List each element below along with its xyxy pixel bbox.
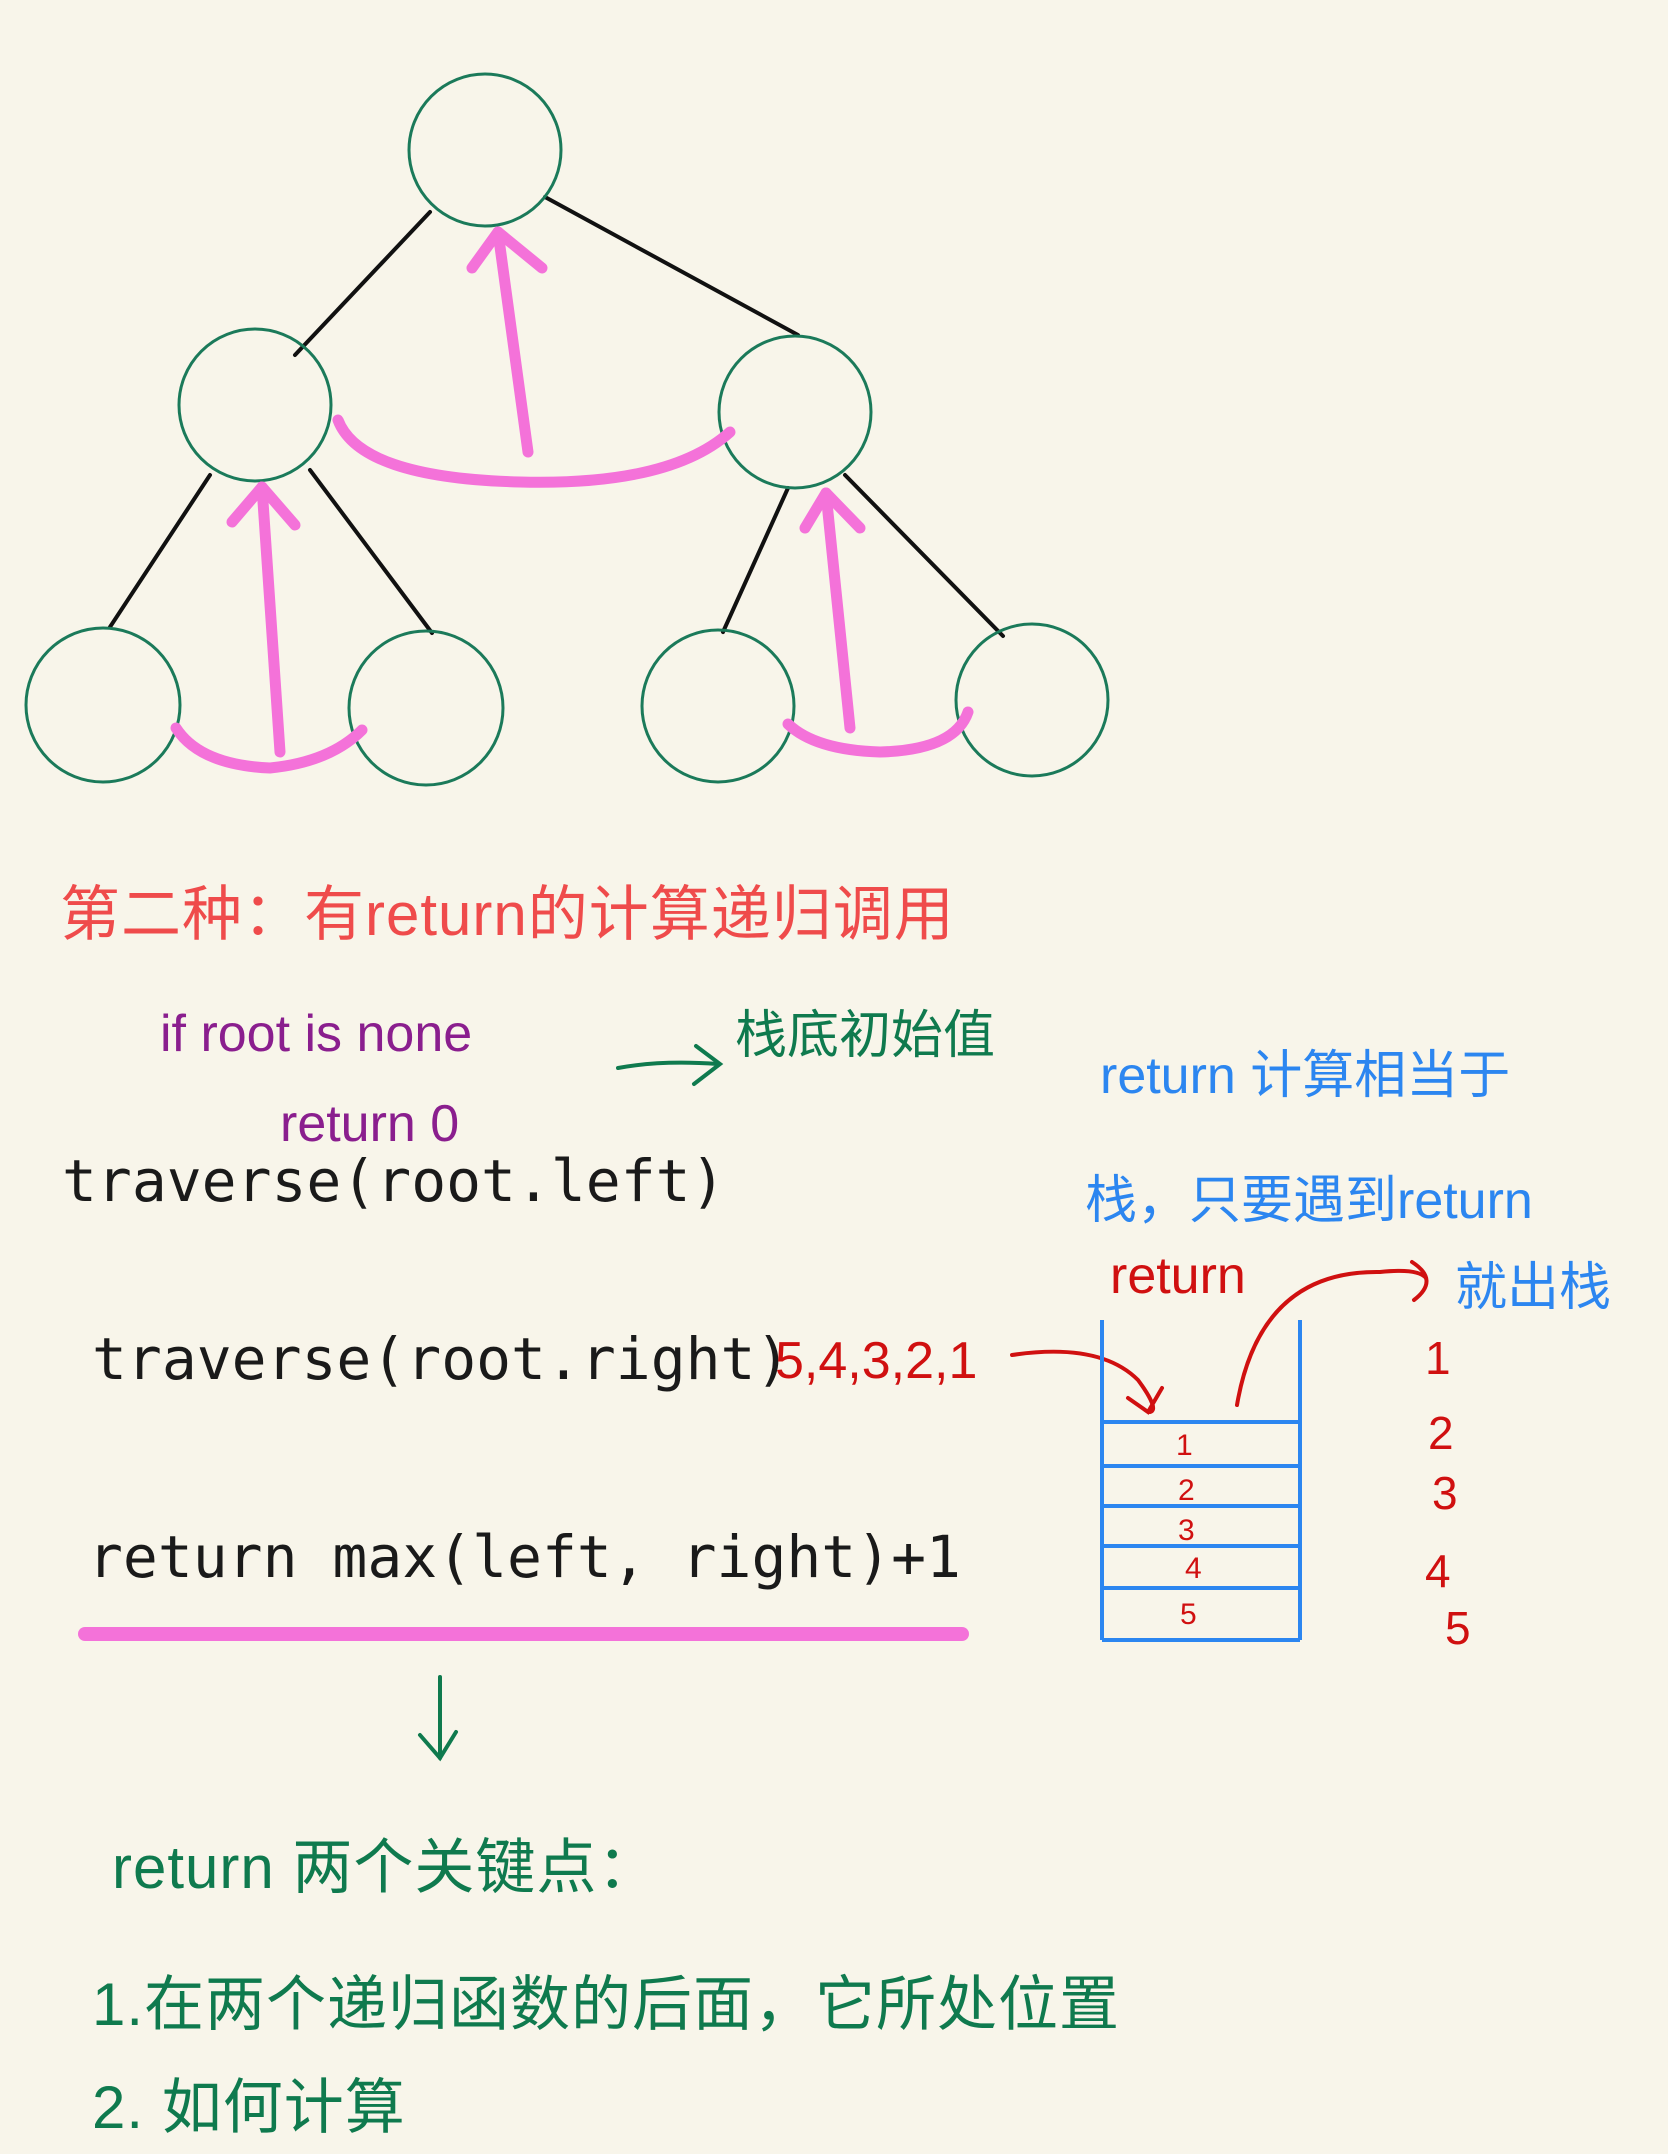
edge-right-rl: [721, 486, 790, 634]
edge-root-left: [293, 210, 432, 357]
push-order: 5,4,3,2,1: [775, 1332, 978, 1390]
up-arrow-root-shaft: [492, 226, 534, 458]
tree-node-right: [717, 334, 873, 490]
tree-node-left: [177, 327, 333, 483]
base-case-if: if root is none: [160, 1005, 473, 1063]
pop-label: 就出栈: [1455, 1259, 1612, 1317]
pop-seq-item: 3: [1432, 1467, 1458, 1519]
edge-left-lr: [308, 468, 434, 635]
stack-item: 4: [1185, 1552, 1202, 1585]
stack-item: 3: [1178, 1514, 1195, 1547]
tree-node-root: [407, 72, 563, 228]
call-left: traverse(root.left): [62, 1147, 726, 1215]
tree-node-right-left: [640, 628, 796, 784]
tree-node-left-left: [24, 626, 182, 784]
pop-seq-item: 1: [1425, 1332, 1451, 1384]
stack-item: 5: [1180, 1598, 1197, 1631]
base-case-return: return 0: [280, 1095, 460, 1153]
pop-seq-item: 5: [1445, 1602, 1471, 1654]
return-line: return max(left, right)+1: [88, 1523, 961, 1591]
tree-node-right-right: [954, 622, 1110, 778]
tree-edges: [108, 195, 1005, 638]
merge-curve-right: [782, 706, 974, 758]
base-case-arrow: [616, 1044, 724, 1086]
up-arrow-left-shaft: [256, 481, 286, 758]
blue-note-line2: 栈，只要遇到return: [1085, 1172, 1533, 1230]
section-title: 第二种：有return的计算递归调用: [60, 881, 955, 948]
stack-item: 2: [1178, 1474, 1195, 1507]
up-arrow-left-head: [226, 481, 301, 531]
blue-note-line1: return 计算相当于: [1100, 1047, 1511, 1105]
tree-node-left-right: [347, 629, 505, 787]
base-case-arrow-label: 栈底初始值: [735, 1007, 996, 1065]
key-point-1: 1.在两个递归函数的后面，它所处位置: [92, 1971, 1121, 2038]
merge-curve-left: [170, 722, 368, 774]
stack-arrows: [1010, 1260, 1429, 1415]
call-right: traverse(root.right): [92, 1325, 791, 1393]
return-label: return: [1110, 1247, 1246, 1305]
stack-items: 1 2 3 4 5: [1176, 1429, 1202, 1631]
up-arrow-root-head: [466, 226, 548, 274]
down-arrow: [418, 1675, 458, 1762]
up-arrow-right-shaft: [820, 487, 856, 734]
pop-seq-item: 4: [1425, 1545, 1451, 1597]
edge-left-ll: [108, 473, 212, 629]
edge-root-right: [543, 195, 800, 337]
up-arrow-right-head: [799, 487, 866, 534]
pop-arrow: [1235, 1268, 1428, 1407]
pop-seq-item: 2: [1428, 1407, 1454, 1459]
key-points-heading: return 两个关键点：: [112, 1834, 659, 1901]
key-point-2: 2. 如何计算: [92, 2074, 406, 2141]
stack-box: [1100, 1320, 1302, 1642]
stack-item: 1: [1176, 1429, 1193, 1462]
edge-right-rr: [843, 473, 1005, 638]
merge-curve-level1: [332, 414, 736, 488]
